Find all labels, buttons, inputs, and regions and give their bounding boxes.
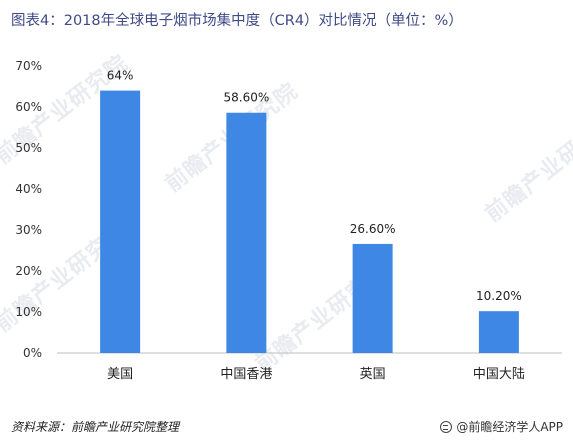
x-tick-label: 美国 xyxy=(107,367,133,382)
data-label: 64% xyxy=(107,69,134,83)
y-tick-label: 10% xyxy=(15,305,42,319)
y-tick-label: 30% xyxy=(15,223,42,237)
x-tick-label: 中国香港 xyxy=(220,367,272,382)
data-label: 10.20% xyxy=(476,289,522,303)
y-tick-label: 0% xyxy=(23,346,42,360)
data-label: 58.60% xyxy=(223,91,269,105)
brand-credit: @前瞻经济学人APP xyxy=(440,418,563,435)
bar xyxy=(226,112,267,354)
x-tick-label: 中国大陆 xyxy=(473,366,525,382)
bar xyxy=(352,243,393,353)
data-label: 26.60% xyxy=(350,222,396,236)
y-tick-label: 20% xyxy=(15,264,42,278)
y-tick-label: 40% xyxy=(15,182,42,196)
y-tick-label: 60% xyxy=(15,100,42,114)
bar xyxy=(478,311,519,353)
brand-logo-icon xyxy=(440,420,453,433)
source-note: 资料来源：前瞻产业研究院整理 xyxy=(11,420,180,434)
x-tick-label: 英国 xyxy=(360,367,386,382)
y-tick-label: 50% xyxy=(15,141,42,155)
y-tick-label: 70% xyxy=(15,59,42,73)
brand-text: @前瞻经济学人APP xyxy=(456,420,563,434)
chart-title: 图表4：2018年全球电子烟市场集中度（CR4）对比情况（单位：%） xyxy=(11,13,463,29)
bar xyxy=(100,90,141,353)
